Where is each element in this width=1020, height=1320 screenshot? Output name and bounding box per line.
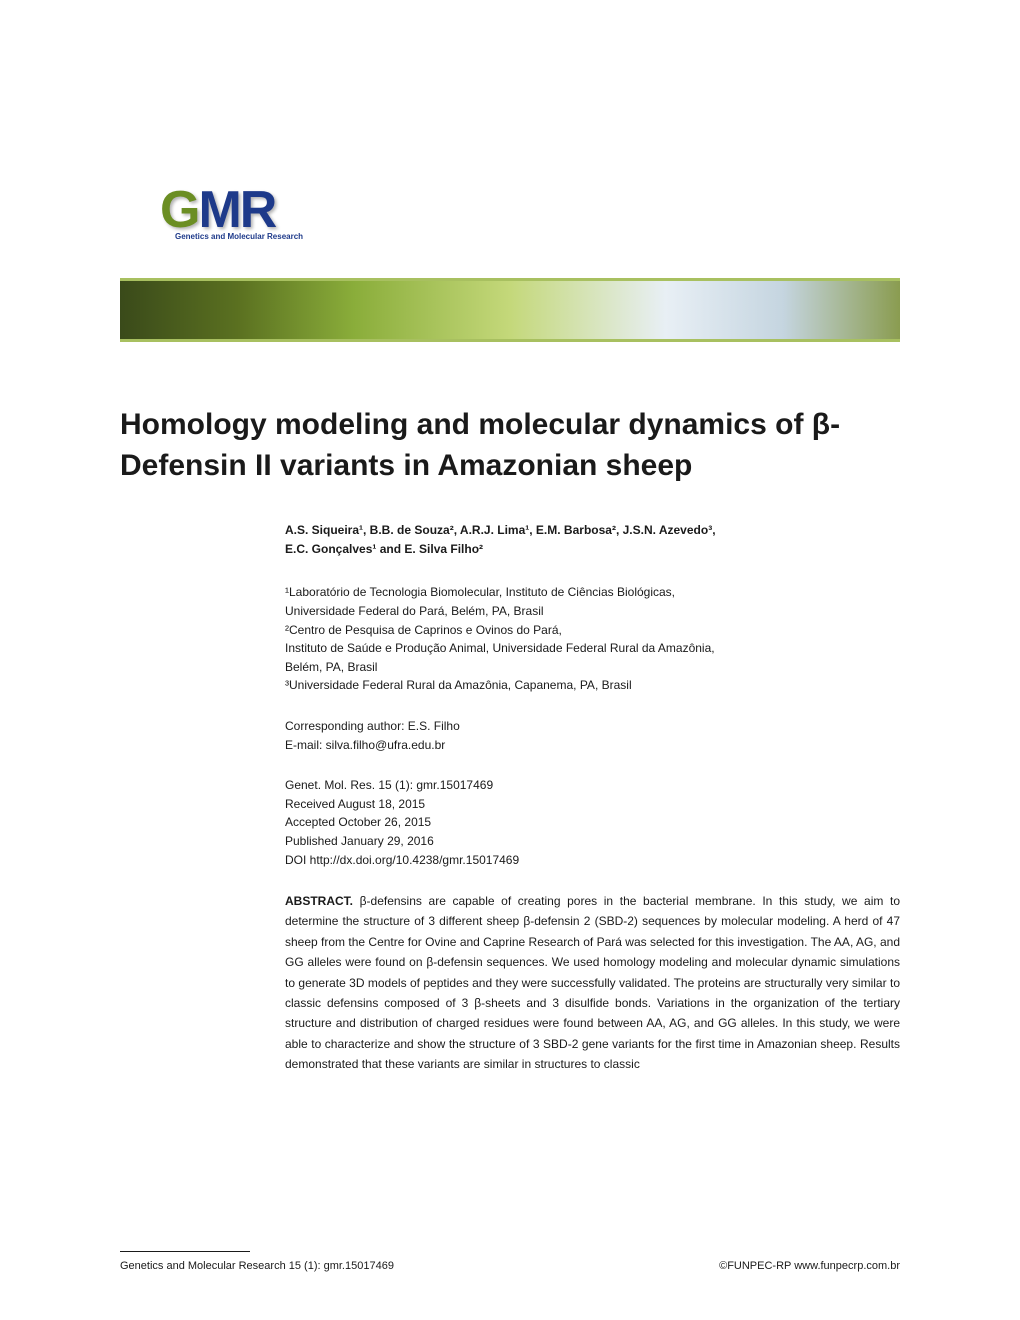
authors-line-2: E.C. Gonçalves¹ and E. Silva Filho² <box>285 540 900 559</box>
doi: DOI http://dx.doi.org/10.4238/gmr.150174… <box>285 851 900 870</box>
published-date: Published January 29, 2016 <box>285 832 900 851</box>
affiliation-2-line-3: Belém, PA, Brasil <box>285 658 900 677</box>
citation: Genet. Mol. Res. 15 (1): gmr.15017469 <box>285 776 900 795</box>
abstract-label: ABSTRACT. <box>285 894 353 908</box>
corresponding-author-email: E-mail: silva.filho@ufra.edu.br <box>285 736 900 755</box>
corresponding-author-name: Corresponding author: E.S. Filho <box>285 717 900 736</box>
affiliation-1-line-1: ¹Laboratório de Tecnologia Biomolecular,… <box>285 583 900 602</box>
affiliation-2-line-1: ²Centro de Pesquisa de Caprinos e Ovinos… <box>285 621 900 640</box>
page-footer: Genetics and Molecular Research 15 (1): … <box>120 1251 900 1272</box>
affiliation-3-line-1: ³Universidade Federal Rural da Amazônia,… <box>285 676 900 695</box>
logo-letter-g: G <box>160 180 198 240</box>
abstract: ABSTRACT. β-defensins are capable of cre… <box>285 891 900 1075</box>
logo-letter-r: R <box>240 180 276 240</box>
corresponding-author: Corresponding author: E.S. Filho E-mail:… <box>285 717 900 754</box>
received-date: Received August 18, 2015 <box>285 795 900 814</box>
publication-info: Genet. Mol. Res. 15 (1): gmr.15017469 Re… <box>285 776 900 869</box>
journal-banner: GMR Genetics and Molecular Research <box>120 180 900 350</box>
article-title: Homology modeling and molecular dynamics… <box>120 405 900 486</box>
footer-divider <box>120 1251 250 1252</box>
affiliations: ¹Laboratório de Tecnologia Biomolecular,… <box>285 583 900 695</box>
affiliation-1-line-2: Universidade Federal do Pará, Belém, PA,… <box>285 602 900 621</box>
footer-copyright: ©FUNPEC-RP www.funpecrp.com.br <box>719 1260 900 1272</box>
footer-text: Genetics and Molecular Research 15 (1): … <box>120 1260 900 1272</box>
logo-letter-m: M <box>198 180 239 240</box>
logo-text: GMR <box>160 180 275 240</box>
banner-strip <box>120 275 900 345</box>
abstract-text: β-defensins are capable of creating pore… <box>285 894 900 1071</box>
logo-area: GMR Genetics and Molecular Research <box>120 180 900 275</box>
logo-subtitle: Genetics and Molecular Research <box>175 232 900 241</box>
authors-list: A.S. Siqueira¹, B.B. de Souza², A.R.J. L… <box>285 521 900 559</box>
footer-citation: Genetics and Molecular Research 15 (1): … <box>120 1260 394 1272</box>
accepted-date: Accepted October 26, 2015 <box>285 813 900 832</box>
authors-line-1: A.S. Siqueira¹, B.B. de Souza², A.R.J. L… <box>285 521 900 540</box>
affiliation-2-line-2: Instituto de Saúde e Produção Animal, Un… <box>285 639 900 658</box>
